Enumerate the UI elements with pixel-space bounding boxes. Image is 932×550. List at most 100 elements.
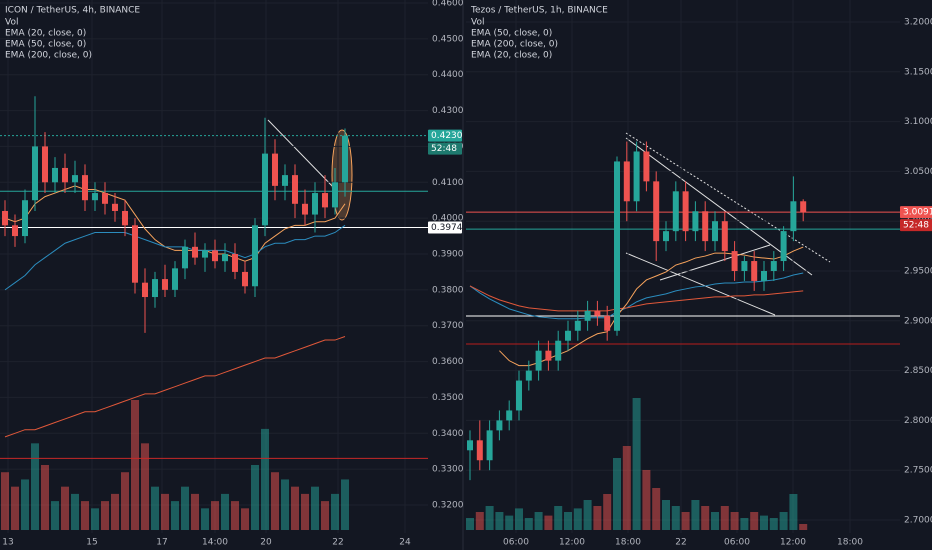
y-tick-label: 0.4400 — [432, 70, 464, 80]
volume-bar — [191, 493, 199, 530]
candle-body — [516, 380, 522, 411]
y-tick-label: 0.4300 — [432, 106, 464, 116]
volume-bar — [515, 508, 523, 530]
volume-bar — [603, 494, 612, 530]
candle-body — [82, 175, 88, 201]
candle-body — [741, 261, 748, 271]
candle-body — [761, 271, 767, 281]
candle-body — [770, 261, 777, 271]
trendline — [625, 252, 776, 316]
volume-bar — [583, 500, 592, 530]
x-tick-label: 24 — [399, 538, 411, 548]
candle-body — [162, 279, 168, 290]
volume-bar — [505, 515, 514, 530]
volume-bar — [111, 493, 119, 530]
x-tick-label: 22 — [332, 538, 343, 548]
price-label: 52:48 — [431, 144, 457, 154]
ema-line — [4, 185, 346, 262]
volume-bar — [495, 512, 504, 530]
candle-body — [72, 175, 78, 183]
volume-bar — [485, 506, 494, 530]
legend-entry: EMA (50, close, 0) — [471, 29, 552, 39]
candle-body — [584, 310, 591, 321]
volume-bar — [31, 443, 39, 530]
candle-body — [222, 254, 228, 262]
candle-body — [506, 410, 513, 421]
y-tick-label: 0.4100 — [432, 178, 464, 188]
candle-body — [152, 279, 158, 298]
legend-entry: EMA (200, close, 0) — [471, 40, 558, 50]
legend-entry: EMA (200, close, 0) — [5, 51, 92, 61]
candle-body — [643, 151, 650, 182]
legend-entry: EMA (20, close, 0) — [471, 51, 552, 61]
candle-body — [112, 203, 118, 211]
candle-body — [42, 146, 48, 183]
ema-line — [4, 336, 346, 438]
candle-body — [332, 182, 338, 208]
volume-bar — [642, 470, 651, 530]
candle-body — [712, 221, 718, 242]
candle-body — [102, 193, 108, 204]
ema-line — [469, 272, 804, 320]
legend-entry: Vol — [5, 18, 18, 28]
candle-body — [594, 310, 601, 316]
volume-bar — [740, 518, 749, 530]
candle-body — [272, 153, 278, 186]
candle-body — [202, 250, 208, 258]
volume-bar — [573, 508, 582, 530]
y-tick-label: 0.3500 — [432, 393, 464, 403]
candle-body — [780, 231, 787, 262]
volume-bar — [769, 518, 778, 530]
candle-body — [467, 440, 473, 451]
volume-bar — [779, 512, 788, 530]
candle-body — [312, 193, 318, 215]
candle-body — [92, 193, 98, 201]
volume-bar — [81, 501, 89, 530]
volume-bar — [161, 493, 169, 530]
ema-line — [469, 285, 804, 312]
candle-body — [496, 420, 503, 431]
y-tick-label: 3.1500 — [904, 67, 932, 77]
volume-bar — [341, 479, 349, 530]
candle-body — [535, 350, 542, 371]
volume-bar — [61, 486, 69, 530]
volume-bar — [544, 515, 553, 530]
candle-body — [342, 135, 348, 183]
volume-bar — [321, 501, 329, 530]
volume-bar — [671, 506, 680, 530]
candle-body — [525, 370, 532, 381]
volume-bar — [261, 428, 269, 530]
y-tick-label: 0.3600 — [432, 357, 464, 367]
candle-body — [682, 191, 689, 232]
candle-body — [545, 350, 552, 361]
volume-bar — [11, 486, 19, 530]
volume-bar — [613, 458, 621, 530]
x-tick-label: 18:00 — [837, 538, 863, 548]
volume-bar — [171, 501, 179, 530]
x-tick-label: 12:00 — [559, 538, 585, 548]
y-tick-label: 2.9500 — [904, 267, 932, 277]
volume-bar — [534, 512, 543, 530]
volume-bar — [241, 508, 249, 530]
x-tick-label: 12:00 — [780, 538, 806, 548]
price-label: 0.4230 — [431, 131, 463, 141]
candle-body — [623, 161, 630, 202]
candle-body — [663, 231, 669, 242]
candle-body — [192, 246, 198, 258]
candle-body — [62, 167, 68, 183]
volume-bar — [701, 506, 710, 530]
candle-body — [242, 271, 248, 287]
volume-bar — [564, 512, 572, 530]
candle-body — [22, 200, 28, 237]
y-tick-label: 2.7500 — [904, 466, 932, 476]
x-tick-label: 06:00 — [724, 538, 750, 548]
candle-body — [32, 146, 38, 201]
candle-body — [282, 175, 288, 186]
y-tick-label: 0.3800 — [432, 285, 464, 295]
x-tick-label: 17 — [156, 538, 167, 548]
candle-body — [702, 211, 709, 242]
